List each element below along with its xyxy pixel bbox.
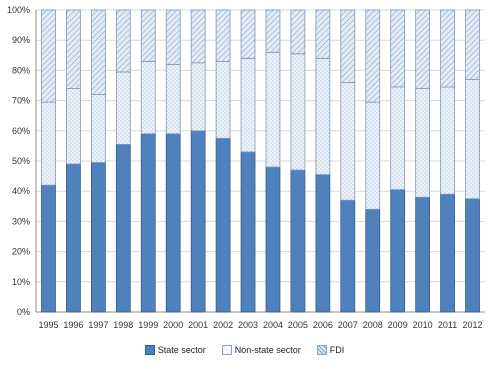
bar-fdi <box>215 9 231 62</box>
bar-non-state-sector <box>190 62 206 132</box>
bar-fdi <box>66 9 81 89</box>
y-tick-label: 30% <box>12 216 30 226</box>
y-tick-label: 90% <box>12 35 30 45</box>
bar-fdi <box>365 9 381 103</box>
bar-fdi <box>415 9 431 89</box>
y-tick-label: 40% <box>12 186 30 196</box>
x-tick-labels: 1995 1996 1997 1998 1999 2000 2001 2002 2003 2004… <box>38 320 482 330</box>
bar-fdi <box>265 9 281 53</box>
bar-non-state-sector <box>440 86 455 195</box>
x-tick-label: 2012 <box>463 320 483 330</box>
legend-swatch-fdi <box>316 345 327 355</box>
bar-state-sector <box>165 133 181 313</box>
bar-fdi <box>390 9 406 88</box>
x-tick-label: 1995 <box>38 320 58 330</box>
x-tick-label: 2001 <box>188 320 208 330</box>
x-tick-label: 2005 <box>288 320 308 330</box>
x-tick-label: 2003 <box>238 320 258 330</box>
bar-state-sector <box>115 143 131 313</box>
bar-state-sector <box>240 151 256 313</box>
y-tick-label: 100% <box>7 5 30 15</box>
legend-item-state: State sector <box>144 345 206 355</box>
bar-fdi <box>190 9 206 64</box>
bar-fdi <box>465 9 480 80</box>
x-tick-label: 2009 <box>388 320 408 330</box>
bar-state-sector <box>315 174 331 313</box>
bar-state-sector <box>265 166 281 313</box>
legend-item-fdi: FDI <box>316 345 345 355</box>
bar-state-sector <box>390 189 406 313</box>
y-tick-label: 0% <box>17 307 30 317</box>
y-tick-label: 10% <box>12 277 30 287</box>
bar-fdi <box>90 9 106 95</box>
bar-state-sector <box>290 169 306 313</box>
x-tick-label: 1996 <box>63 320 83 330</box>
bar-state-sector <box>90 162 106 313</box>
bar-state-sector <box>365 208 381 313</box>
y-tick-label: 20% <box>12 247 30 257</box>
bar-non-state-sector <box>465 79 480 200</box>
bar-non-state-sector <box>265 51 281 168</box>
bar-fdi <box>315 9 331 59</box>
x-tick-label: 2007 <box>338 320 358 330</box>
bar-non-state-sector <box>340 82 356 201</box>
bar-state-sector <box>440 193 455 313</box>
legend: State sector Non-state sector FDI <box>0 340 489 360</box>
bar-state-sector <box>66 163 81 313</box>
bar-fdi <box>165 9 181 65</box>
x-tick-label: 2000 <box>163 320 183 330</box>
bar-non-state-sector <box>390 86 406 191</box>
bar-non-state-sector <box>315 57 331 175</box>
bar-non-state-sector <box>66 88 81 165</box>
bar-fdi <box>290 9 306 55</box>
x-tick-label: 2008 <box>363 320 383 330</box>
bar-non-state-sector <box>140 60 156 135</box>
bar-fdi <box>140 9 156 62</box>
legend-label-state: State sector <box>157 345 206 355</box>
y-tick-label: 60% <box>12 126 30 136</box>
bar-state-sector <box>340 199 356 313</box>
x-tick-label: 1997 <box>88 320 108 330</box>
bar-non-state-sector <box>215 60 231 139</box>
bar-non-state-sector <box>415 88 431 198</box>
legend-label-nonstate: Non-state sector <box>234 345 301 355</box>
y-tick-label: 80% <box>12 65 30 75</box>
legend-item-nonstate: Non-state sector <box>221 345 301 355</box>
legend-label-fdi: FDI <box>329 345 345 355</box>
bar-non-state-sector <box>240 57 256 153</box>
bar-state-sector <box>41 184 56 313</box>
y-tick-label: 50% <box>12 156 30 166</box>
stacked-bar-chart: 0%10%20%30%40%50%60%70%80%90%100% 1995 19… <box>7 5 485 330</box>
bar-non-state-sector <box>290 53 306 171</box>
legend-swatch-state <box>144 345 155 355</box>
y-tick-label: 70% <box>12 96 30 106</box>
legend-swatch-nonstate <box>221 345 232 355</box>
gridlines <box>36 9 485 283</box>
bar-state-sector <box>465 198 480 313</box>
bar-non-state-sector <box>365 101 381 210</box>
x-tick-label: 2010 <box>413 320 433 330</box>
bar-fdi <box>41 9 56 103</box>
x-tick-label: 2004 <box>263 320 283 330</box>
bar-non-state-sector <box>41 101 56 186</box>
bar-fdi <box>440 9 455 88</box>
bar-state-sector <box>215 137 231 313</box>
bar-state-sector <box>190 130 206 313</box>
bar-state-sector <box>415 196 431 313</box>
bar-non-state-sector <box>165 63 181 135</box>
bar-non-state-sector <box>90 94 106 163</box>
x-tick-label: 2002 <box>213 320 233 330</box>
x-tick-label: 1998 <box>113 320 133 330</box>
x-tick-label: 2011 <box>438 320 457 330</box>
bar-fdi <box>340 9 356 83</box>
bar-non-state-sector <box>115 71 131 145</box>
bar-fdi <box>115 9 131 73</box>
bars <box>41 9 480 313</box>
bar-state-sector <box>140 133 156 313</box>
y-tick-labels: 0% 10% 20% 30% 40% 50% 60% 70% 80% 90% 100% <box>7 5 30 317</box>
bar-fdi <box>240 9 256 59</box>
x-tick-label: 1999 <box>138 320 158 330</box>
x-tick-label: 2006 <box>313 320 333 330</box>
axes <box>35 10 485 313</box>
